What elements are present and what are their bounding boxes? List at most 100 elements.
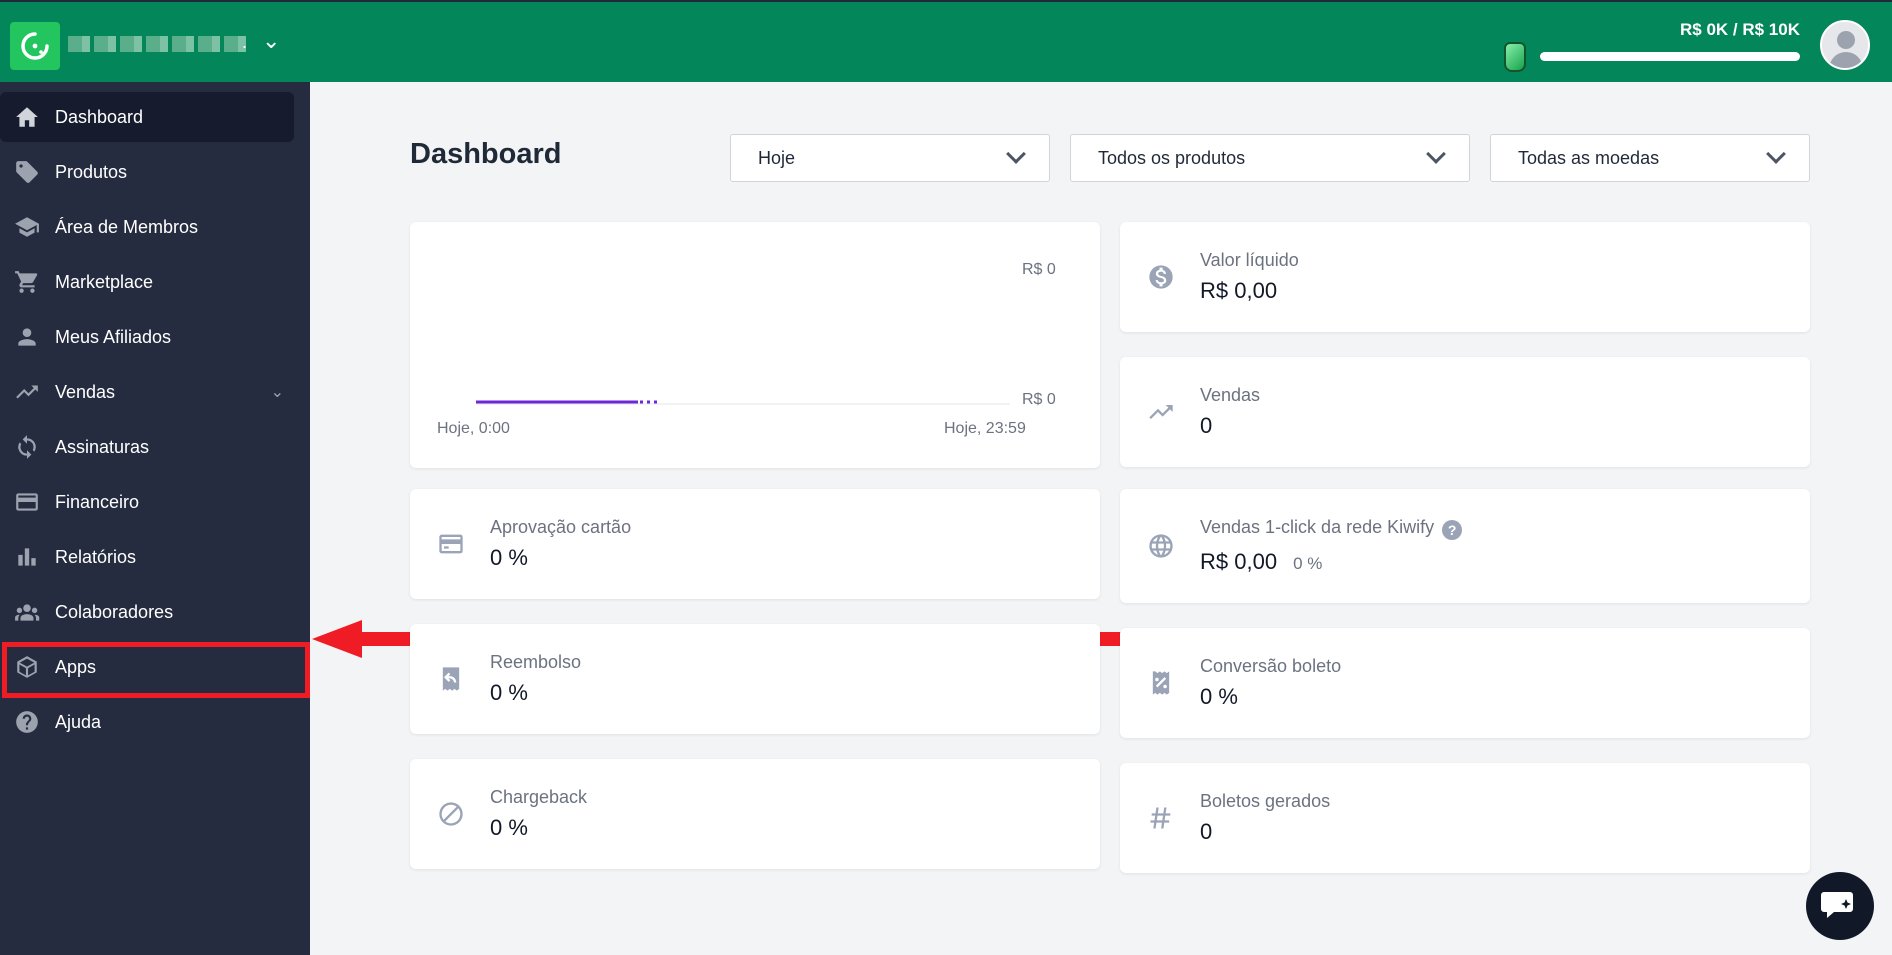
currencies-select-value: Todas as moedas <box>1518 147 1660 168</box>
hashtag-icon <box>1146 803 1176 833</box>
sidebar-item-assinaturas[interactable]: Assinaturas <box>0 422 294 472</box>
vendas-1click-label-row: Vendas 1-click da rede Kiwify? <box>1200 517 1463 540</box>
chart-y-top-label: R$ 0 <box>1022 261 1056 278</box>
sidebar-item-label: Apps <box>55 656 97 677</box>
sidebar: Dashboard Produtos Área de Membros Marke… <box>0 82 310 955</box>
chargeback-label: Chargeback <box>490 787 588 807</box>
dollar-circle-icon <box>1146 262 1176 292</box>
sidebar-item-marketplace[interactable]: Marketplace <box>0 257 294 307</box>
sidebar-item-produtos[interactable]: Produtos <box>0 147 294 197</box>
graduation-cap-icon <box>12 214 42 240</box>
aprovacao-cartao-value: 0 % <box>490 545 528 570</box>
sidebar-item-label: Colaboradores <box>55 601 174 622</box>
help-icon[interactable]: ? <box>1442 520 1463 540</box>
valor-liquido-card: Valor líquido R$ 0,00 <box>1120 222 1810 332</box>
revenue-progress-bar <box>1540 52 1800 61</box>
sidebar-item-label: Meus Afiliados <box>55 326 172 347</box>
boletos-gerados-label: Boletos gerados <box>1200 791 1331 811</box>
sidebar-item-label: Vendas <box>55 381 116 402</box>
globe-icon <box>1146 531 1176 561</box>
chart-y-bottom-label: R$ 0 <box>1022 391 1056 408</box>
valor-liquido-label: Valor líquido <box>1200 250 1299 270</box>
credit-card-icon <box>12 489 42 515</box>
sidebar-item-label: Produtos <box>55 161 128 182</box>
sidebar-item-area-de-membros[interactable]: Área de Membros <box>0 202 294 252</box>
user-icon <box>12 324 42 350</box>
page-title: Dashboard <box>410 138 562 170</box>
users-icon <box>12 599 42 625</box>
bar-chart-icon <box>12 544 42 570</box>
sales-chart: R$ 0 R$ 0 Hoje, 0:00 Hoje, 23:59 <box>437 261 1056 437</box>
receipt-refund-icon <box>436 664 466 694</box>
top-bar: . ⌄ R$ 0K / R$ 10K <box>0 0 1892 82</box>
chart-x-end-label: Hoje, 23:59 <box>944 420 1026 437</box>
chat-support-button[interactable] <box>1806 872 1874 940</box>
vendas-card: Vendas 0 <box>1120 357 1810 467</box>
question-icon <box>12 709 42 735</box>
sidebar-item-colaboradores[interactable]: Colaboradores <box>0 587 294 637</box>
reembolso-label: Reembolso <box>490 652 582 672</box>
vendas-1click-pct: 0 % <box>1293 554 1323 573</box>
aprovacao-cartao-label: Aprovação cartão <box>490 517 632 537</box>
sidebar-item-dashboard[interactable]: Dashboard <box>0 92 294 142</box>
vendas-label: Vendas <box>1200 385 1261 405</box>
boletos-gerados-value: 0 <box>1200 819 1213 844</box>
conversao-boleto-value: 0 % <box>1200 684 1238 709</box>
sales-chart-card: R$ 0 R$ 0 Hoje, 0:00 Hoje, 23:59 <box>410 222 1100 468</box>
boletos-gerados-card: Boletos gerados 0 <box>1120 763 1810 873</box>
chargeback-value: 0 % <box>490 815 528 840</box>
chevron-down-icon <box>1426 144 1446 164</box>
sidebar-item-meus-afiliados[interactable]: Meus Afiliados <box>0 312 294 362</box>
chevron-down-icon <box>1006 144 1026 164</box>
ban-icon <box>436 799 466 829</box>
kiwify-logo[interactable] <box>10 22 60 70</box>
sidebar-item-financeiro[interactable]: Financeiro <box>0 477 294 527</box>
aprovacao-cartao-card: Aprovação cartão 0 % <box>410 489 1100 599</box>
sidebar-item-label: Relatórios <box>55 546 137 567</box>
conversao-boleto-label: Conversão boleto <box>1200 656 1342 676</box>
products-select[interactable]: Todos os produtos <box>1070 134 1470 182</box>
sidebar-item-label: Área de Membros <box>55 216 199 237</box>
receipt-percent-icon <box>1146 668 1176 698</box>
period-select[interactable]: Hoje <box>730 134 1050 182</box>
account-name-ellipsis: . <box>242 32 248 52</box>
cart-icon <box>12 269 42 295</box>
tag-icon <box>12 159 42 185</box>
vendas-1click-value: R$ 0,00 <box>1200 549 1278 574</box>
revenue-goal-text: R$ 0K / R$ 10K <box>1680 20 1800 39</box>
trending-up-icon <box>1146 397 1176 427</box>
chargeback-card: Chargeback 0 % <box>410 759 1100 869</box>
chevron-down-icon[interactable]: ⌄ <box>270 384 284 401</box>
cube-icon <box>12 654 42 680</box>
home-icon <box>12 104 42 130</box>
reembolso-value: 0 % <box>490 680 528 705</box>
sidebar-item-vendas[interactable]: Vendas ⌄ <box>0 367 294 417</box>
products-select-value: Todos os produtos <box>1098 147 1246 168</box>
apps-highlight-annotation <box>2 642 310 698</box>
conversao-boleto-card: Conversão boleto 0 % <box>1120 628 1810 738</box>
vendas-1click-label: Vendas 1-click da rede Kiwify <box>1200 517 1435 537</box>
vendas-value: 0 <box>1200 413 1213 438</box>
chat-bubble-icon <box>1821 892 1853 918</box>
reembolso-card: Reembolso 0 % <box>410 624 1100 734</box>
sidebar-item-label: Financeiro <box>55 491 140 512</box>
account-name-redacted[interactable] <box>68 36 248 52</box>
refresh-icon <box>12 434 42 460</box>
currencies-select[interactable]: Todas as moedas <box>1490 134 1810 182</box>
sidebar-item-label: Ajuda <box>55 711 102 732</box>
avatar[interactable] <box>1820 20 1870 70</box>
sidebar-item-relatorios[interactable]: Relatórios <box>0 532 294 582</box>
sidebar-item-ajuda[interactable]: Ajuda <box>0 697 294 747</box>
chart-x-start-label: Hoje, 0:00 <box>437 420 510 437</box>
gem-icon <box>1504 42 1526 72</box>
trending-up-icon <box>12 379 42 405</box>
sidebar-item-label: Dashboard <box>55 106 144 127</box>
arrow-annotation-head <box>312 620 362 658</box>
logo-icon <box>21 32 49 60</box>
period-select-value: Hoje <box>758 147 796 168</box>
credit-card-icon <box>436 529 466 559</box>
account-chevron-down-icon[interactable]: ⌄ <box>262 28 281 53</box>
valor-liquido-value: R$ 0,00 <box>1200 278 1278 303</box>
sidebar-item-apps[interactable]: Apps <box>0 642 294 692</box>
sidebar-item-label: Marketplace <box>55 271 154 292</box>
